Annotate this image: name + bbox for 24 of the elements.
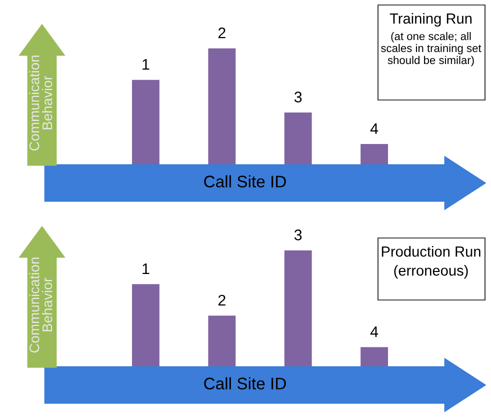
bar (284, 112, 312, 165)
x-tick-label: 3 (294, 229, 302, 240)
bar (208, 48, 236, 165)
bar (360, 347, 388, 367)
bar (132, 80, 160, 165)
x-tick-label: 3 (294, 92, 302, 102)
text: Training Run (390, 13, 472, 27)
x-axis-title: Call Site ID (204, 175, 286, 188)
x-tick-label: 1 (142, 263, 150, 274)
x-tick-label: 2 (218, 294, 226, 306)
annotation: Production Run (382, 246, 480, 257)
annotation: (erroneous) (394, 265, 468, 279)
x-tick-label: 1 (142, 59, 150, 70)
x-axis-title: Call Site ID (204, 377, 286, 390)
x-tick-label: 2 (218, 27, 226, 38)
annotation: (at one scale; all scales in training set should be similar) (380, 32, 482, 66)
x-tick-label: 4 (370, 123, 378, 134)
bar (208, 316, 236, 367)
bar (360, 144, 388, 165)
y-axis-title: Communication Behavior (29, 258, 52, 353)
bar (284, 250, 312, 367)
x-tick-label: 4 (370, 326, 378, 337)
y-axis-title: Communication Behavior (29, 56, 52, 151)
bar (132, 284, 160, 367)
